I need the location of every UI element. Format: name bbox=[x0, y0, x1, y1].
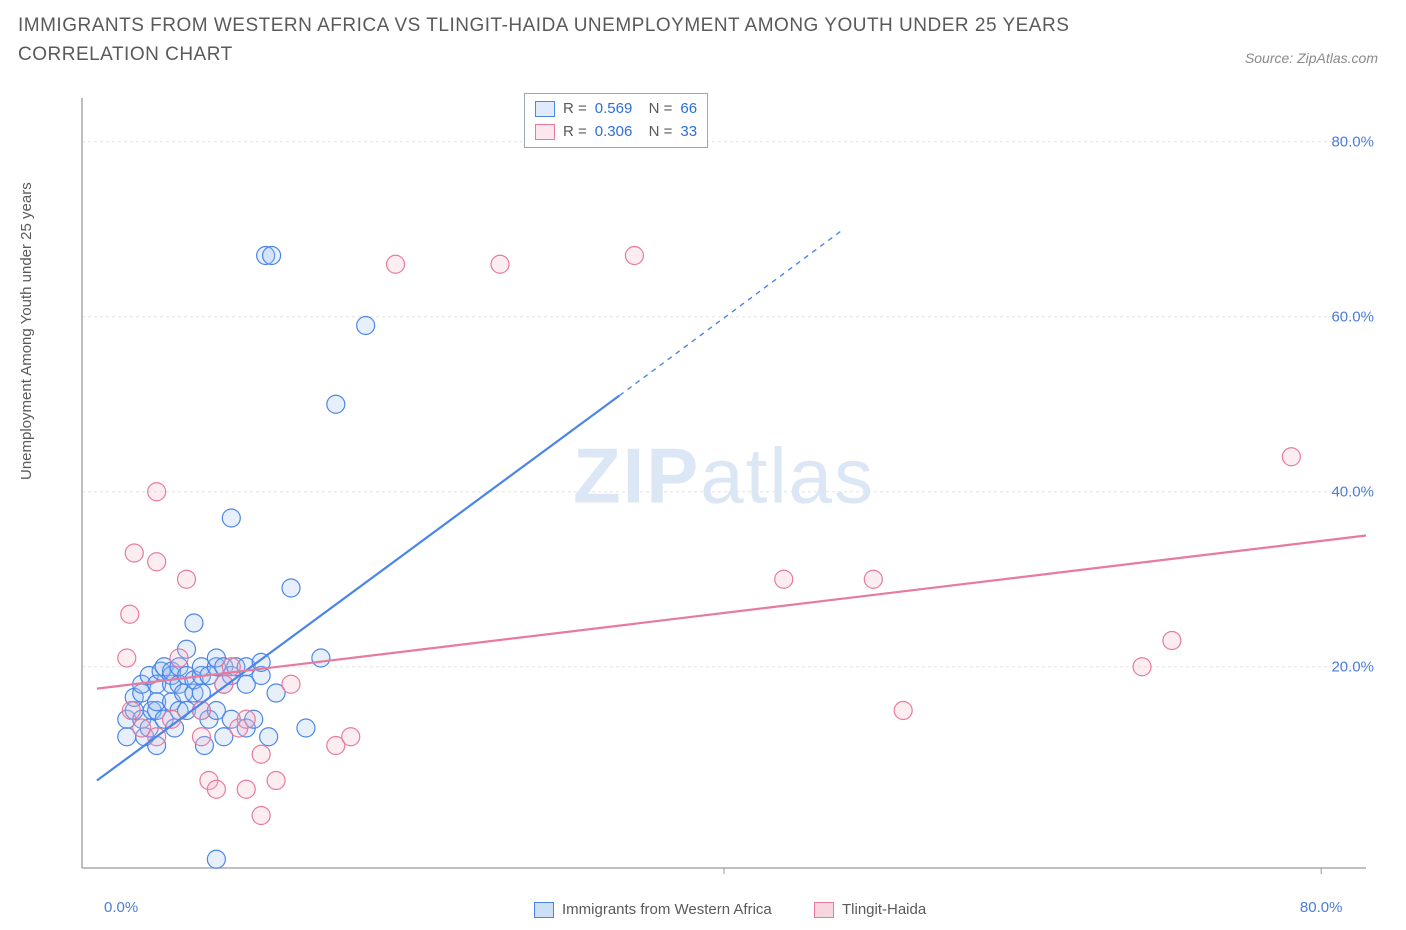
legend-bottom-item: Immigrants from Western Africa bbox=[534, 901, 772, 918]
scatter-svg bbox=[64, 92, 1384, 892]
legend-swatch bbox=[814, 902, 834, 918]
legend-series-label: Immigrants from Western Africa bbox=[562, 901, 772, 918]
legend-n-label: N = bbox=[640, 98, 672, 121]
legend-r-value: 0.569 bbox=[595, 98, 633, 121]
legend-swatch bbox=[535, 124, 555, 140]
y-tick-label: 40.0% bbox=[1331, 483, 1384, 500]
correlation-legend: R = 0.569 N = 66 R = 0.306 N = 33 bbox=[524, 93, 708, 148]
x-origin-label: 0.0% bbox=[104, 899, 138, 916]
legend-n-value: 66 bbox=[680, 98, 697, 121]
chart-container: IMMIGRANTS FROM WESTERN AFRICA VS TLINGI… bbox=[0, 0, 1406, 930]
y-tick-label: 20.0% bbox=[1331, 658, 1384, 675]
legend-bottom-item: Tlingit-Haida bbox=[814, 901, 926, 918]
y-tick-label: 60.0% bbox=[1331, 308, 1384, 325]
legend-r-label: R = bbox=[563, 121, 587, 144]
legend-n-value: 33 bbox=[680, 121, 697, 144]
chart-title: IMMIGRANTS FROM WESTERN AFRICA VS TLINGI… bbox=[18, 12, 1206, 69]
y-axis-label: Unemployment Among Youth under 25 years bbox=[18, 182, 35, 480]
legend-r-label: R = bbox=[563, 98, 587, 121]
legend-top-row: R = 0.569 N = 66 bbox=[535, 98, 697, 121]
legend-r-value: 0.306 bbox=[595, 121, 633, 144]
legend-n-label: N = bbox=[640, 121, 672, 144]
plot-area: ZIPatlas R =0.569 N =66R =0.306 N =33 20… bbox=[64, 92, 1384, 892]
legend-swatch bbox=[534, 902, 554, 918]
legend-series-label: Tlingit-Haida bbox=[842, 901, 926, 918]
y-tick-label: 80.0% bbox=[1331, 133, 1384, 150]
source-attribution: Source: ZipAtlas.com bbox=[1245, 50, 1378, 66]
legend-top-row: R = 0.306 N = 33 bbox=[535, 121, 697, 144]
x-tick-label: 80.0% bbox=[1300, 899, 1343, 916]
legend-swatch bbox=[535, 101, 555, 117]
